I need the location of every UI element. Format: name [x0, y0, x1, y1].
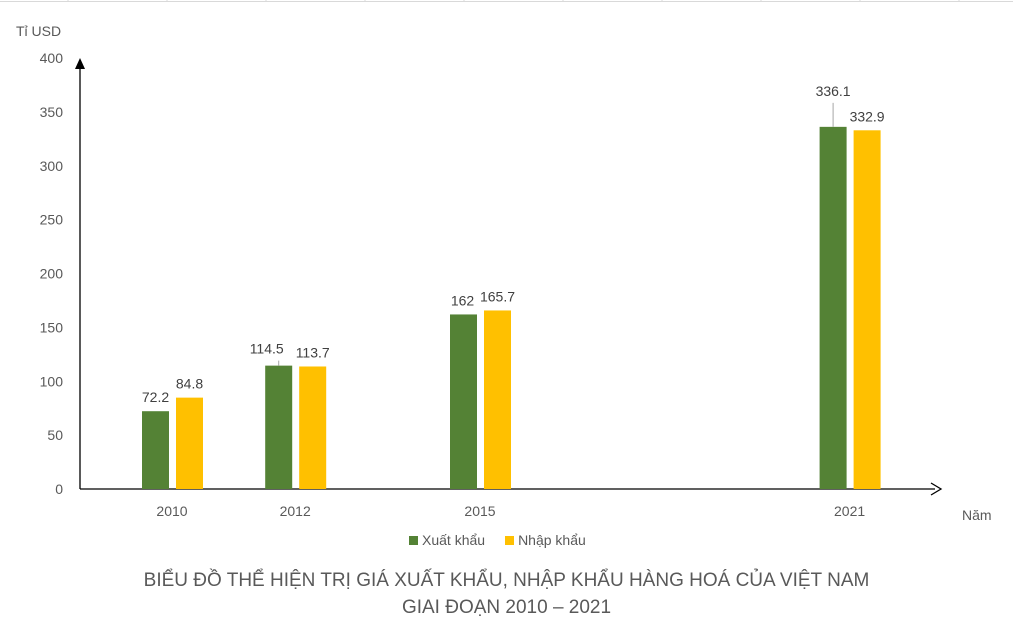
- y-tick-label: 0: [55, 481, 63, 497]
- data-label: 162: [451, 292, 475, 308]
- y-axis-arrow: [75, 58, 85, 69]
- data-label: 332.9: [850, 108, 885, 124]
- bar-export: [142, 411, 169, 489]
- x-tick-label: 2021: [834, 503, 865, 519]
- legend-item-import: Nhập khẩu: [505, 532, 586, 548]
- legend-swatch-export: [409, 536, 418, 545]
- y-tick-label: 100: [40, 373, 64, 389]
- data-label: 336.1: [816, 83, 851, 99]
- legend-swatch-import: [505, 536, 515, 545]
- data-label: 84.8: [176, 376, 203, 392]
- bar-export: [819, 126, 847, 490]
- bar-import: [484, 310, 511, 489]
- y-axis-label: Tỉ USD: [16, 23, 61, 39]
- legend-label-export: Xuất khẩu: [422, 532, 486, 548]
- data-label: 113.7: [296, 344, 330, 360]
- x-tick-label: 2015: [464, 503, 495, 519]
- x-axis-label: Năm: [962, 507, 992, 523]
- y-tick-label: 250: [40, 212, 64, 228]
- chart-title-line-2: GIAI ĐOẠN 2010 – 2021: [401, 597, 612, 618]
- y-tick-label: 200: [40, 266, 64, 282]
- legend-label-import: Nhập khẩu: [518, 532, 586, 548]
- x-tick-label: 2010: [156, 503, 187, 519]
- y-tick-label: 150: [40, 319, 64, 335]
- x-axis-arrow: [930, 482, 943, 496]
- chart-title-line-1: BIỂU ĐỒ THỂ HIỆN TRỊ GIÁ XUẤT KHẨU, NHẬP…: [143, 570, 870, 591]
- legend-item-export: Xuất khẩu: [409, 532, 485, 548]
- x-tick-label: 2012: [280, 503, 311, 519]
- y-tick-label: 350: [40, 104, 64, 120]
- data-label: 114.5: [250, 341, 284, 357]
- bar-import: [299, 366, 327, 489]
- data-label: 165.7: [480, 288, 515, 304]
- bar-import: [853, 130, 881, 490]
- y-tick-label: 400: [40, 50, 64, 66]
- legend: Xuất khẩu Nhập khẩu: [409, 532, 586, 548]
- bar-export: [450, 314, 477, 489]
- y-tick-label: 50: [47, 427, 63, 443]
- bar-import: [176, 397, 203, 489]
- y-tick-label: 300: [40, 158, 64, 174]
- data-label: 72.2: [142, 389, 169, 405]
- bar-export: [265, 365, 293, 489]
